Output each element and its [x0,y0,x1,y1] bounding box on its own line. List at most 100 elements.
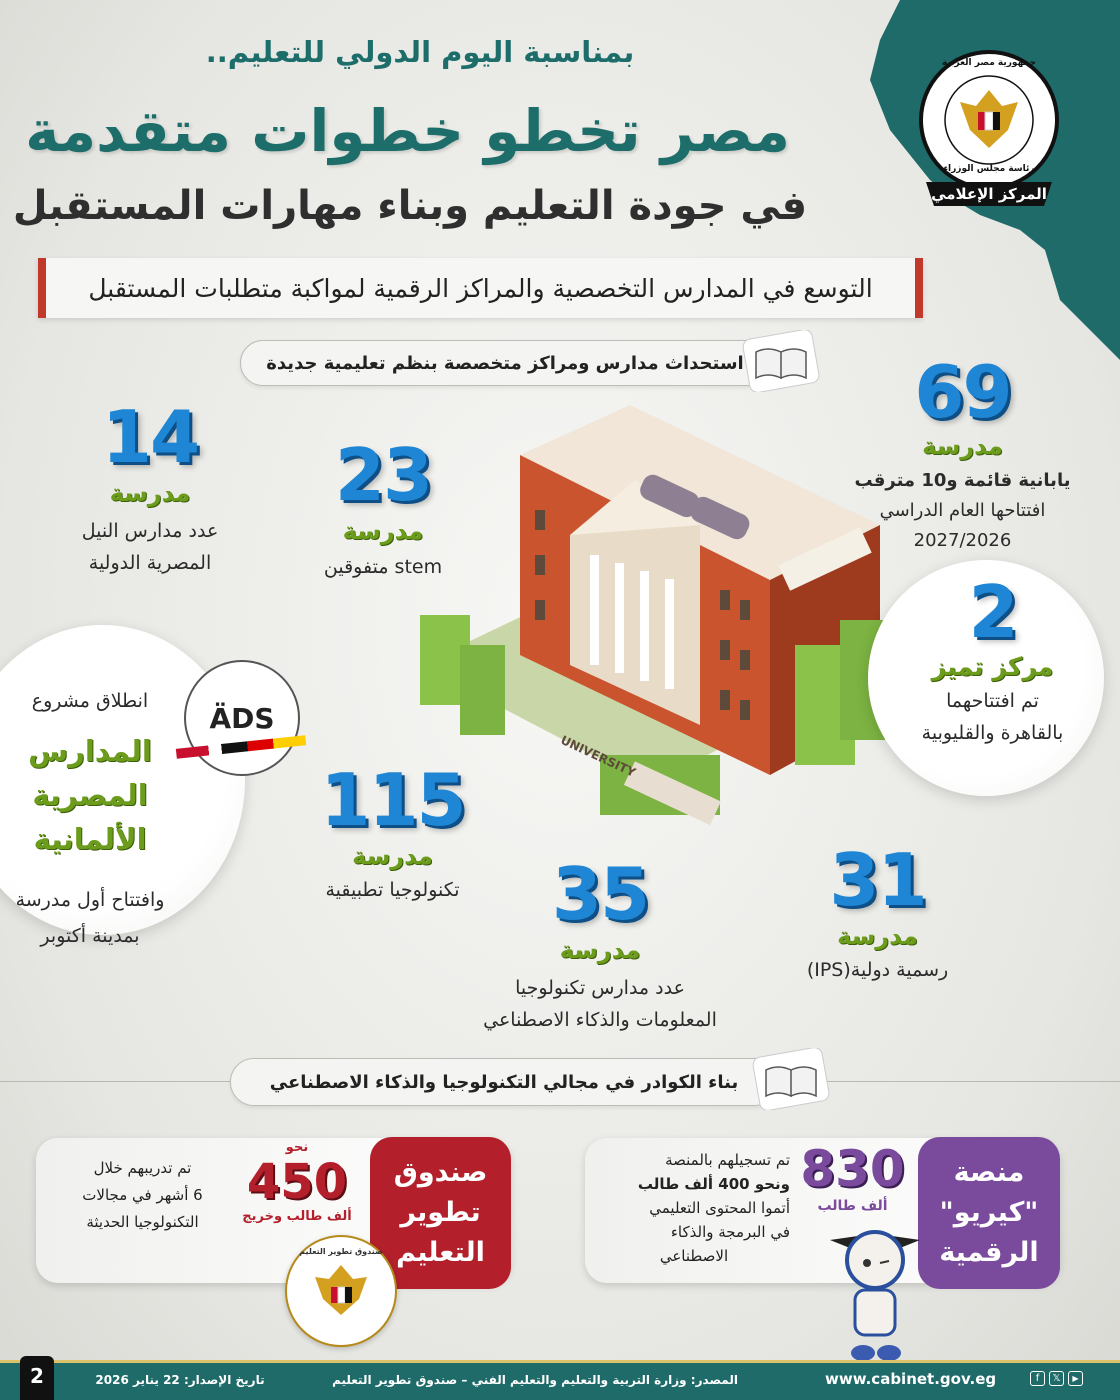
banner-text: التوسع في المدارس التخصصية والمراكز الرق… [88,273,873,303]
kerio-mascot-illustration [830,1230,920,1361]
german-intro: انطلاق مشروع [31,690,149,712]
youtube-icon[interactable]: ▶ [1068,1371,1083,1386]
footer-bar [0,1360,1120,1400]
german-name-line: المصرية [32,778,148,812]
section-banner: التوسع في المدارس التخصصية والمراكز الرق… [38,258,923,318]
section1-pill: استحداث مدارس ومراكز متخصصة بنظم تعليمية… [240,340,770,386]
stat-unit: مدرسة [559,936,641,964]
stat-desc-line: بالقاهرة والقليوبية [921,722,1064,744]
stat-applied-tech-schools: 115 مدرسة تكنولوجيا تطبيقية [290,758,495,906]
stat-desc-line: عدد مدارس النيل [81,520,219,542]
edf-seal: صندوق تطوير التعليم [285,1235,397,1347]
german-desc: وافتتاح أول مدرسة بمدينة أكتوبر [0,882,180,954]
facebook-icon[interactable]: f [1030,1371,1045,1386]
footer-date: تاريخ الإصدار: 22 يناير 2026 [95,1373,265,1387]
desc-line: في البرمجة والذكاء [670,1223,790,1241]
page-number: 2 [20,1356,54,1400]
desc-line: التكنولوجيا الحديثة [86,1213,199,1231]
stat-desc-line: المصرية الدولية [88,552,212,574]
german-name-line: المدارس [28,734,152,768]
label-line: تطوير [400,1197,481,1228]
stat-number: 31 [829,838,927,922]
german-name-line: الألمانية [33,822,147,856]
school-building-illustration: UNIVERSITY [420,405,885,826]
ads-logo: ÄDS [175,660,307,776]
section1-pill-text: استحداث مدارس ومراكز متخصصة بنظم تعليمية… [266,352,744,374]
stat-desc-line: 2027/2026 [913,530,1012,551]
stat-number: 23 [334,433,433,517]
footer-source: المصدر: وزارة التربية والتعليم والتعليم … [332,1373,738,1387]
edf-label: صندوق تطوير التعليم [370,1137,511,1289]
stat-unit: مركز تميز [931,652,1054,681]
stat-number: 14 [101,395,200,479]
footer-website[interactable]: www.cabinet.gov.eg [825,1370,997,1388]
stat-desc-line: عدد مدارس تكنولوجيا [515,977,685,999]
stat-number: 69 [914,350,1012,434]
stat-desc-line: يابانية قائمة و10 مترقب [854,470,1071,491]
stat-number: 2 [968,570,1018,654]
stat-japanese-schools: 69 مدرسة يابانية قائمة و10 مترقب افتتاحه… [840,352,1085,556]
logo-top-text: جمهورية مصر العربية [941,58,1037,68]
kerio-stat: 830 ألف طالب [795,1140,910,1214]
page-title: مصر تخطو خطوات متقدمة [25,97,790,165]
stat-stem-schools: 23 مدرسة stem متفوقين [293,433,473,583]
open-book-icon [742,330,820,392]
desc-line: تم تدريبهم خلال [93,1159,192,1177]
stat-it-ai-schools: 35 مدرسة عدد مدارس تكنولوجيا المعلومات و… [450,852,750,1036]
desc-line: ونحو 400 ألف طالب [637,1175,790,1193]
stat-nile-schools: 14 مدرسة عدد مدارس النيل المصرية الدولية [40,395,260,579]
desc-line: الاصطناعي [659,1247,729,1265]
section2-pill: بناء الكوادر في مجالي التكنولوجيا والذكا… [230,1058,778,1106]
stat-unit: مدرسة [837,922,918,950]
kerio-number-unit: ألف طالب [817,1198,888,1214]
label-line: منصة [953,1157,1025,1188]
page-subtitle: في جودة التعليم وبناء مهارات المستقبل [12,183,808,229]
kerio-desc: تم تسجيلهم بالمنصة ونحو 400 ألف طالب أتم… [598,1148,790,1268]
stat-desc-line: stem متفوقين [323,556,443,578]
logo-middle-text: رئاسة مجلس الوزراء [943,164,1035,174]
german-desc-line: وافتتاح أول مدرسة [15,889,165,911]
stat-unit: مدرسة [922,432,1003,460]
desc-line: أتموا المحتوى التعليمي [649,1199,790,1217]
eagle-seal-icon [315,1265,367,1315]
label-line: صندوق [393,1157,488,1188]
stat-unit: مدرسة [342,517,424,545]
label-line: التعليم [396,1237,485,1268]
desc-line: تم تسجيلهم بالمنصة [665,1151,790,1169]
eagle-seal-icon [919,50,1059,206]
edf-number: 450 [246,1154,348,1210]
excellence-centers-circle [868,560,1104,796]
desc-line: 6 أشهر في مجالات [82,1186,203,1204]
x-icon[interactable]: 𝕏 [1049,1371,1064,1386]
edf-desc: تم تدريبهم خلال 6 أشهر في مجالات التكنول… [55,1155,230,1236]
cabinet-logo: جمهورية مصر العربية رئاسة مجلس الوزراء ا… [918,40,1060,210]
occasion-text: بمناسبة اليوم الدولي للتعليم.. [205,35,635,69]
label-line: الرقمية [939,1237,1039,1268]
logo-ribbon-text: المركز الإعلامي [931,185,1047,203]
section2-pill-text: بناء الكوادر في مجالي التكنولوجيا والذكا… [269,1071,739,1093]
building-windows [535,510,750,720]
stat-ips-schools: 31 مدرسة رسمية دولية(IPS) [780,838,975,986]
stat-desc-line: المعلومات والذكاء الاصطناعي [483,1009,717,1031]
stat-number: 35 [551,852,650,936]
stat-desc-line: تكنولوجيا تطبيقية [325,879,460,901]
edf-stat: نحو 450 ألف طالب وخريج [232,1140,362,1224]
social-icons: f 𝕏 ▶ [1030,1371,1083,1386]
stat-desc-line: افتتاحها العام الدراسي [879,500,1046,521]
stat-desc-line: تم افتتاحهما [946,690,1039,712]
stat-unit: مدرسة [109,479,191,507]
ads-logo-text: ÄDS [209,701,275,735]
flag-ribbon [175,735,307,759]
german-schools-block: انطلاق مشروع المدارس المصرية الألمانية [0,685,180,861]
stat-unit: مدرسة [352,842,433,870]
edf-prefix: نحو [285,1140,309,1155]
german-desc-line: بمدينة أكتوبر [40,925,140,947]
stat-desc-line: رسمية دولية(IPS) [806,959,949,981]
open-book-icon [752,1048,830,1110]
stat-excellence-centers: 2 مركز تميز تم افتتاحهما بالقاهرة والقلي… [880,572,1105,749]
kerio-number: 830 [800,1140,905,1198]
seal-text: صندوق تطوير التعليم [299,1247,383,1256]
edf-number-unit: ألف طالب وخريج [242,1209,352,1224]
stat-number: 115 [320,758,466,842]
label-line: "كيريو" [939,1197,1039,1228]
